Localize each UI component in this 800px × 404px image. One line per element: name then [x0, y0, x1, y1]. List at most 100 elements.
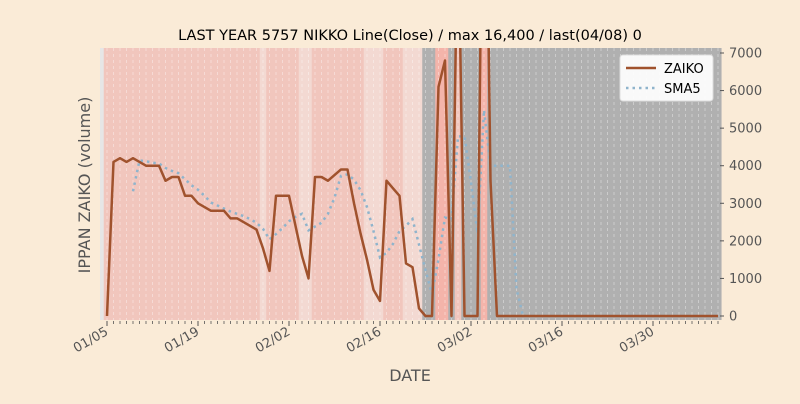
- x-axis: 01/05 01/19 02/02 02/16 03/02 03/16 03/30: [71, 321, 719, 356]
- day-band: [493, 48, 501, 320]
- day-band: [441, 48, 449, 320]
- day-band: [331, 48, 339, 320]
- day-band: [604, 48, 612, 320]
- sma5-line: [131, 109, 718, 318]
- zaiko-line: [105, 48, 718, 318]
- day-band: [701, 48, 709, 320]
- legend-box: [619, 54, 714, 102]
- day-band: [175, 48, 183, 320]
- day-band: [188, 48, 196, 320]
- day-band: [240, 48, 248, 320]
- day-band: [259, 48, 267, 320]
- legend: ZAIKO SMA5: [619, 54, 714, 102]
- y-tick-label: 6000: [729, 84, 762, 99]
- day-band: [539, 48, 547, 320]
- day-band: [428, 48, 436, 320]
- y-tick-label: 5000: [729, 122, 762, 137]
- day-band: [708, 48, 716, 320]
- day-band: [662, 48, 670, 320]
- chart-title: LAST YEAR 5757 NIKKO Line(Close) / max 1…: [178, 28, 642, 44]
- day-band: [272, 48, 280, 320]
- day-band: [402, 48, 410, 320]
- day-band: [357, 48, 365, 320]
- day-band: [552, 48, 560, 320]
- day-band: [266, 48, 274, 320]
- day-band: [630, 48, 638, 320]
- day-band: [597, 48, 605, 320]
- y-axis: 0 1000 2000 3000 4000 5000 6000 7000: [720, 47, 762, 325]
- day-band: [149, 48, 157, 320]
- day-band: [298, 48, 306, 320]
- day-band: [565, 48, 573, 320]
- legend-zaiko-label: ZAIKO: [664, 62, 704, 77]
- x-tick-label: 02/02: [253, 324, 293, 356]
- day-band: [422, 48, 430, 320]
- day-band: [370, 48, 378, 320]
- day-band: [461, 48, 469, 320]
- day-band: [435, 48, 443, 320]
- day-band: [688, 48, 696, 320]
- day-band: [162, 48, 170, 320]
- y-axis-label: IPPAN ZAIKO (volume): [75, 97, 94, 274]
- day-band: [558, 48, 566, 320]
- day-band: [617, 48, 625, 320]
- x-tick-label: 03/30: [617, 324, 657, 356]
- day-band: [344, 48, 352, 320]
- day-band: [376, 48, 384, 320]
- day-band: [220, 48, 228, 320]
- day-band: [643, 48, 651, 320]
- day-band: [682, 48, 690, 320]
- day-band: [415, 48, 423, 320]
- day-band: [649, 48, 657, 320]
- legend-sma5-label: SMA5: [664, 82, 701, 97]
- day-band: [233, 48, 241, 320]
- day-band: [584, 48, 592, 320]
- day-band: [279, 48, 287, 320]
- x-tick-label: 03/16: [526, 324, 566, 356]
- day-band: [246, 48, 254, 320]
- y-tick-label: 4000: [729, 159, 762, 174]
- day-band: [656, 48, 664, 320]
- y-tick-label: 2000: [729, 234, 762, 249]
- day-band: [142, 48, 150, 320]
- series-lines: [105, 48, 718, 318]
- day-band: [448, 48, 456, 320]
- day-band: [500, 48, 508, 320]
- y-tick-label: 1000: [729, 272, 762, 287]
- day-band: [324, 48, 332, 320]
- day-band: [116, 48, 124, 320]
- day-band: [513, 48, 521, 320]
- day-band: [181, 48, 189, 320]
- x-axis-label: DATE: [389, 366, 431, 385]
- day-band: [337, 48, 345, 320]
- y-tick-label: 0: [729, 310, 737, 325]
- day-band: [675, 48, 683, 320]
- day-band: [519, 48, 527, 320]
- day-band: [363, 48, 371, 320]
- day-band: [578, 48, 586, 320]
- day-band: [305, 48, 313, 320]
- day-band: [636, 48, 644, 320]
- day-band: [253, 48, 261, 320]
- day-band: [136, 48, 144, 320]
- day-band: [610, 48, 618, 320]
- day-band: [409, 48, 417, 320]
- day-band: [591, 48, 599, 320]
- day-band: [318, 48, 326, 320]
- day-band: [227, 48, 235, 320]
- y-tick-label: 7000: [729, 47, 762, 62]
- day-band: [532, 48, 540, 320]
- day-band: [545, 48, 553, 320]
- day-band: [123, 48, 131, 320]
- x-tick-label: 01/19: [162, 324, 202, 356]
- day-band: [129, 48, 137, 320]
- x-tick-label: 02/16: [344, 324, 384, 356]
- day-band: [194, 48, 202, 320]
- day-band: [155, 48, 163, 320]
- day-band: [103, 48, 111, 320]
- day-band: [285, 48, 293, 320]
- series-clip-group: [105, 48, 718, 318]
- day-band: [714, 48, 722, 320]
- day-band: [214, 48, 222, 320]
